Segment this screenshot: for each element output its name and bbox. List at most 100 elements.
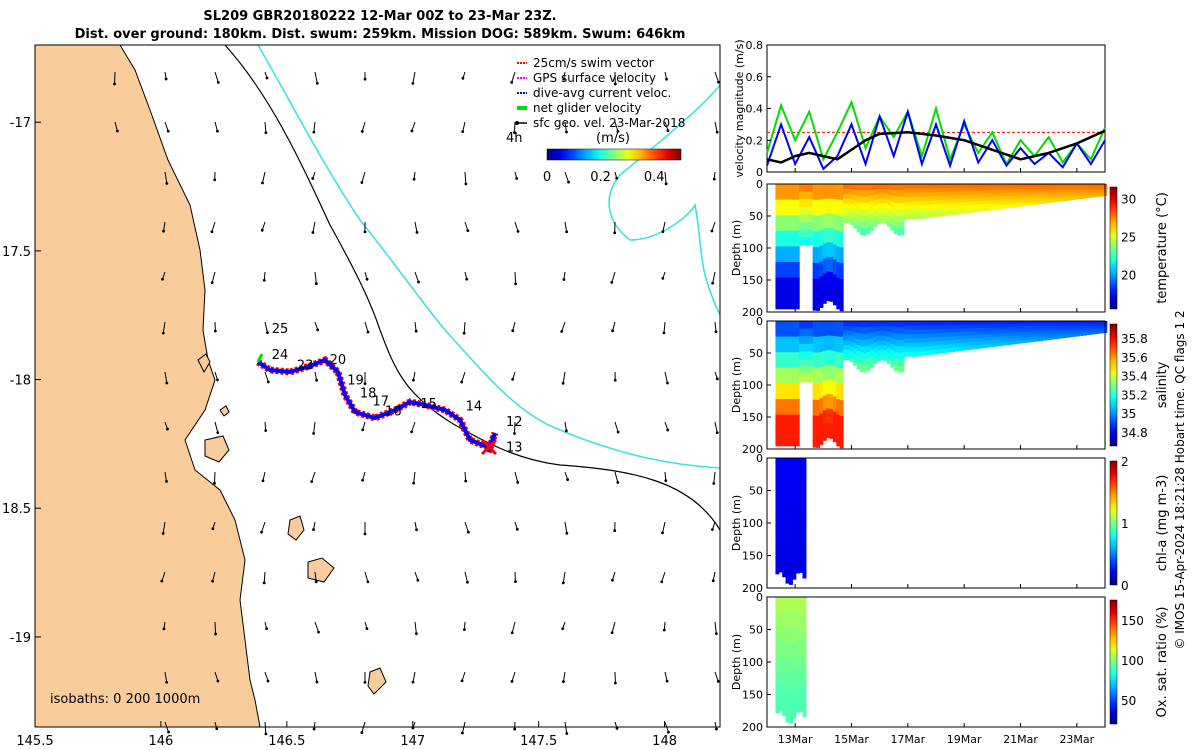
depth-cell — [1045, 321, 1050, 324]
depth-cell — [843, 198, 848, 204]
sfc-geo-arrowhead — [511, 329, 515, 333]
sfc-geo-arrow — [562, 371, 566, 384]
depth-cell — [1042, 195, 1047, 199]
depth-cell — [968, 187, 973, 192]
depth-cell — [802, 487, 807, 504]
depth-cell — [1096, 330, 1101, 333]
sfc-geo-arrow — [511, 71, 516, 83]
depth-cell — [978, 204, 983, 209]
depth-cell — [1089, 322, 1094, 325]
depth-cell — [809, 222, 814, 231]
depth-cell — [1083, 185, 1088, 189]
depth-cell — [978, 197, 983, 202]
sfc-geo-arrow — [114, 121, 118, 132]
depth-cell — [802, 206, 807, 215]
depth-cell — [1062, 329, 1067, 332]
map-x-tick-label: 147 — [400, 734, 425, 749]
sfc-geo-arrowhead — [710, 229, 714, 233]
depth-cell — [1042, 330, 1047, 334]
depth-cell — [988, 187, 993, 191]
depth-cell — [934, 341, 939, 346]
depth-cell — [951, 206, 956, 212]
depth-cell — [792, 687, 797, 704]
depth-cell — [1025, 336, 1030, 341]
depth-cell — [859, 184, 864, 191]
depth-cell — [1028, 333, 1033, 338]
depth-cell — [802, 671, 807, 688]
depth-cell — [930, 333, 935, 339]
depth-cell — [1055, 334, 1060, 337]
sfc-geo-arrowhead — [613, 681, 617, 685]
depth-cell — [917, 210, 922, 215]
sfc-geo-arrowhead — [514, 282, 517, 286]
depth-cell — [914, 342, 919, 348]
depth-cell — [826, 350, 831, 366]
depth-colorbar-tick: 100 — [1121, 654, 1144, 668]
depth-cell — [941, 321, 946, 326]
depth-cell — [1066, 186, 1071, 189]
depth-cell — [1052, 190, 1057, 194]
depth-cell — [900, 215, 905, 223]
depth-cell — [856, 225, 861, 233]
depth-cell — [1083, 326, 1088, 329]
depth-cell — [897, 184, 902, 191]
depth-cell — [775, 184, 780, 201]
depth-cell — [964, 324, 969, 329]
depth-cell — [1083, 184, 1088, 187]
depth-cell — [822, 395, 827, 411]
depth-cell — [1079, 331, 1084, 335]
depth-cell — [802, 343, 807, 352]
sfc-geo-arrow — [514, 471, 519, 483]
depth-cell — [1083, 333, 1088, 336]
depth-cell — [775, 215, 780, 232]
depth-ylabel: Depth (m) — [730, 357, 743, 413]
depth-cell — [782, 414, 787, 431]
track-day-label: 19 — [347, 374, 364, 389]
depth-cell — [883, 345, 888, 352]
depth-cell — [886, 221, 891, 227]
depth-cell — [1066, 194, 1071, 197]
depth-cell — [799, 184, 804, 193]
depth-cell — [785, 675, 790, 692]
depth-cell — [974, 197, 979, 202]
depth-cell — [1066, 333, 1071, 336]
sfc-geo-arrowhead — [660, 580, 664, 584]
sfc-geo-arrowhead — [260, 530, 264, 534]
depth-cell — [1049, 321, 1054, 324]
velocity-series-line — [766, 99, 1106, 167]
velocity-y-tick-label: 0.4 — [746, 103, 764, 116]
depth-cell — [903, 188, 908, 194]
depth-cell — [880, 349, 885, 356]
depth-cell — [1035, 333, 1040, 337]
depth-cell — [1008, 189, 1013, 194]
depth-cell — [1076, 195, 1081, 198]
depth-cell — [799, 668, 804, 684]
depth-cell — [1025, 189, 1030, 193]
depth-cell — [839, 431, 844, 449]
depth-cell — [981, 341, 986, 345]
depth-cell — [778, 277, 783, 294]
depth-cell — [944, 211, 949, 216]
depth-cell — [930, 337, 935, 343]
depth-cell — [870, 361, 875, 368]
depth-cell — [843, 188, 848, 195]
depth-cell — [1012, 335, 1017, 339]
depth-cell — [809, 336, 814, 345]
depth-cell — [775, 683, 780, 699]
depth-cell — [1086, 326, 1091, 329]
depth-cell — [1018, 321, 1023, 325]
depth-cell — [944, 332, 949, 338]
sfc-geo-arrowhead — [613, 231, 617, 235]
depth-cell — [1018, 326, 1023, 330]
depth-cell — [1096, 325, 1101, 328]
depth-cell — [968, 205, 973, 210]
depth-cell — [1093, 321, 1098, 324]
depth-cell — [863, 321, 868, 328]
depth-cell — [974, 321, 979, 325]
depth-cell — [917, 184, 922, 189]
depth-cell — [839, 279, 844, 296]
depth-cell — [957, 321, 962, 326]
depth-cell — [826, 271, 831, 287]
depth-cell — [995, 336, 1000, 341]
sfc-geo-arrowhead — [667, 730, 670, 734]
